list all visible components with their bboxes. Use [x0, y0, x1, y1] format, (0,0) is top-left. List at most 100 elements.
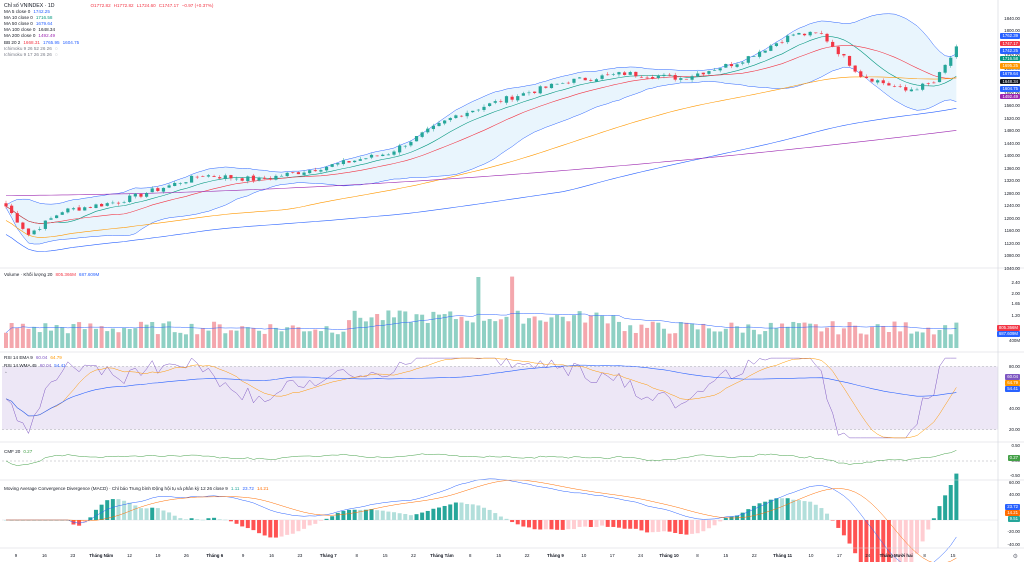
candle-body — [780, 42, 784, 43]
eye-hidden-icon[interactable]: ◌ — [54, 51, 58, 58]
ma10-label: MA 10 close 0 — [4, 15, 33, 21]
axis-label: 1560.00 — [1004, 103, 1020, 109]
candle-body — [718, 68, 722, 71]
axis-label: 0.00 — [1011, 458, 1020, 463]
axis-label: 1480.00 — [1004, 128, 1020, 134]
macd-histogram-bar — [420, 512, 425, 520]
volume-bar — [4, 332, 8, 348]
candle-body — [369, 154, 374, 158]
ma50-row[interactable]: MA 50 close 0 1679.64 — [4, 21, 213, 27]
candle-body — [735, 64, 739, 67]
cmf-pane — [2, 450, 998, 466]
macd-histogram-bar — [341, 510, 346, 520]
candle-body — [32, 230, 36, 235]
axis-label: 40.00 — [1009, 492, 1020, 498]
volume-bar — [881, 325, 886, 348]
volume-bar — [48, 330, 53, 348]
macd-histogram-bar — [251, 520, 256, 531]
volume-bar — [330, 332, 335, 348]
candle-body — [246, 176, 250, 182]
symbol-title[interactable]: Chỉ số VNINDEX · 1D — [4, 3, 55, 9]
candle-body — [926, 83, 930, 84]
macd-histogram-bar — [796, 500, 801, 520]
volume-bar — [183, 334, 188, 348]
candle-body — [729, 64, 734, 67]
rsi-line — [5, 357, 957, 439]
candle-body — [701, 72, 705, 75]
candle-body — [651, 77, 655, 79]
ma5-row[interactable]: MA 5 close 0 1742.25 — [4, 9, 213, 15]
macd-histogram-bar — [296, 520, 301, 532]
rsi-pane — [2, 357, 998, 439]
ma100-row[interactable]: MA 100 close 0 1648.34 — [4, 27, 213, 33]
ichimoku2-row[interactable]: Ichimoku 9 17 26 26 26 ◌ — [4, 52, 213, 58]
axis-label: 80.00 — [1009, 363, 1020, 369]
macd-label[interactable]: Moving Average Convergence Divergence (M… — [4, 486, 228, 491]
macd-histogram-bar — [397, 513, 402, 520]
eye-hidden-icon[interactable]: ◌ — [54, 45, 58, 52]
volume-bar — [437, 314, 442, 348]
volume-bar — [414, 314, 419, 348]
candle-body — [150, 188, 154, 193]
macd-histogram-bar — [690, 520, 695, 534]
volume-bar — [594, 312, 599, 348]
macd-histogram-bar — [155, 508, 160, 520]
ichimoku1-row[interactable]: Ichimoku 9 26 52 26 26 ◌ — [4, 46, 213, 52]
candle-body — [555, 83, 559, 85]
price-badge: 1747.17 — [1000, 40, 1020, 47]
time-axis-label: 15 — [382, 553, 388, 558]
ma50-label: MA 50 close 0 — [4, 21, 33, 27]
volume-bar — [886, 332, 891, 348]
macd-histogram-bar — [369, 509, 374, 520]
macd-histogram-bar — [780, 498, 785, 520]
rsi2-label[interactable]: RSI 14 WMA 45 — [4, 363, 37, 368]
cmf-badge: 0.27 — [1007, 455, 1020, 461]
bb-v1: 1668.31 — [23, 39, 40, 45]
macd-histogram-bar — [183, 519, 188, 520]
candle-body — [167, 185, 171, 188]
macd-histogram-bar — [82, 520, 87, 523]
macd-histogram-bar — [645, 520, 650, 533]
volume-label[interactable]: Volume · Khối lượng 20 — [4, 272, 53, 277]
candle-body — [909, 89, 913, 92]
rsi2-b: 54.41 — [54, 363, 66, 368]
candle-body — [296, 172, 301, 175]
volume-bar — [948, 334, 953, 348]
volume-bar — [212, 321, 217, 348]
volume-bar — [825, 327, 830, 348]
candle-body — [499, 101, 503, 102]
ma10-row[interactable]: MA 10 close 0 1716.58 — [4, 15, 213, 21]
candle-body — [128, 195, 132, 202]
candle-body — [949, 57, 953, 66]
bb-v3: 1604.75 — [62, 39, 80, 45]
axis-label: 1520.00 — [1004, 115, 1020, 121]
rsi-collapse-icon[interactable]: ⌃ — [4, 371, 8, 376]
settings-gear-icon[interactable]: ⚙ — [1012, 554, 1018, 560]
macd-histogram-bar — [380, 510, 385, 520]
volume-bar — [150, 321, 155, 348]
rsi-legend-1: RSI 14 EMA 9 60.04 64.79 — [4, 355, 62, 360]
macd-histogram-bar — [622, 520, 627, 529]
candle-body — [544, 86, 548, 88]
cmf-label[interactable]: CMF 20 — [4, 449, 21, 454]
rsi1-label[interactable]: RSI 14 EMA 9 — [4, 355, 33, 360]
volume-bar — [898, 331, 903, 348]
macd-histogram-bar — [695, 520, 700, 534]
candle-body — [904, 87, 908, 91]
candle-body — [628, 72, 632, 75]
macd-histogram-bar — [583, 520, 588, 527]
candle-body — [566, 82, 570, 84]
candle-body — [572, 78, 576, 83]
macd-histogram-bar — [667, 520, 672, 532]
volume-bar — [701, 323, 706, 348]
bb-row[interactable]: BB 20 2 1668.31 1765.95 1604.75 — [4, 40, 213, 46]
macd-histogram-bar — [678, 520, 683, 535]
candle-body — [724, 63, 728, 68]
ma10-value: 1716.58 — [35, 15, 53, 21]
volume-bar — [99, 326, 104, 348]
ma200-row[interactable]: MA 200 close 0 1492.49 — [4, 33, 213, 39]
macd-histogram-bar — [594, 520, 599, 527]
axis-label: 1720.00 — [1004, 53, 1020, 58]
macd-histogram-bar — [926, 520, 931, 530]
